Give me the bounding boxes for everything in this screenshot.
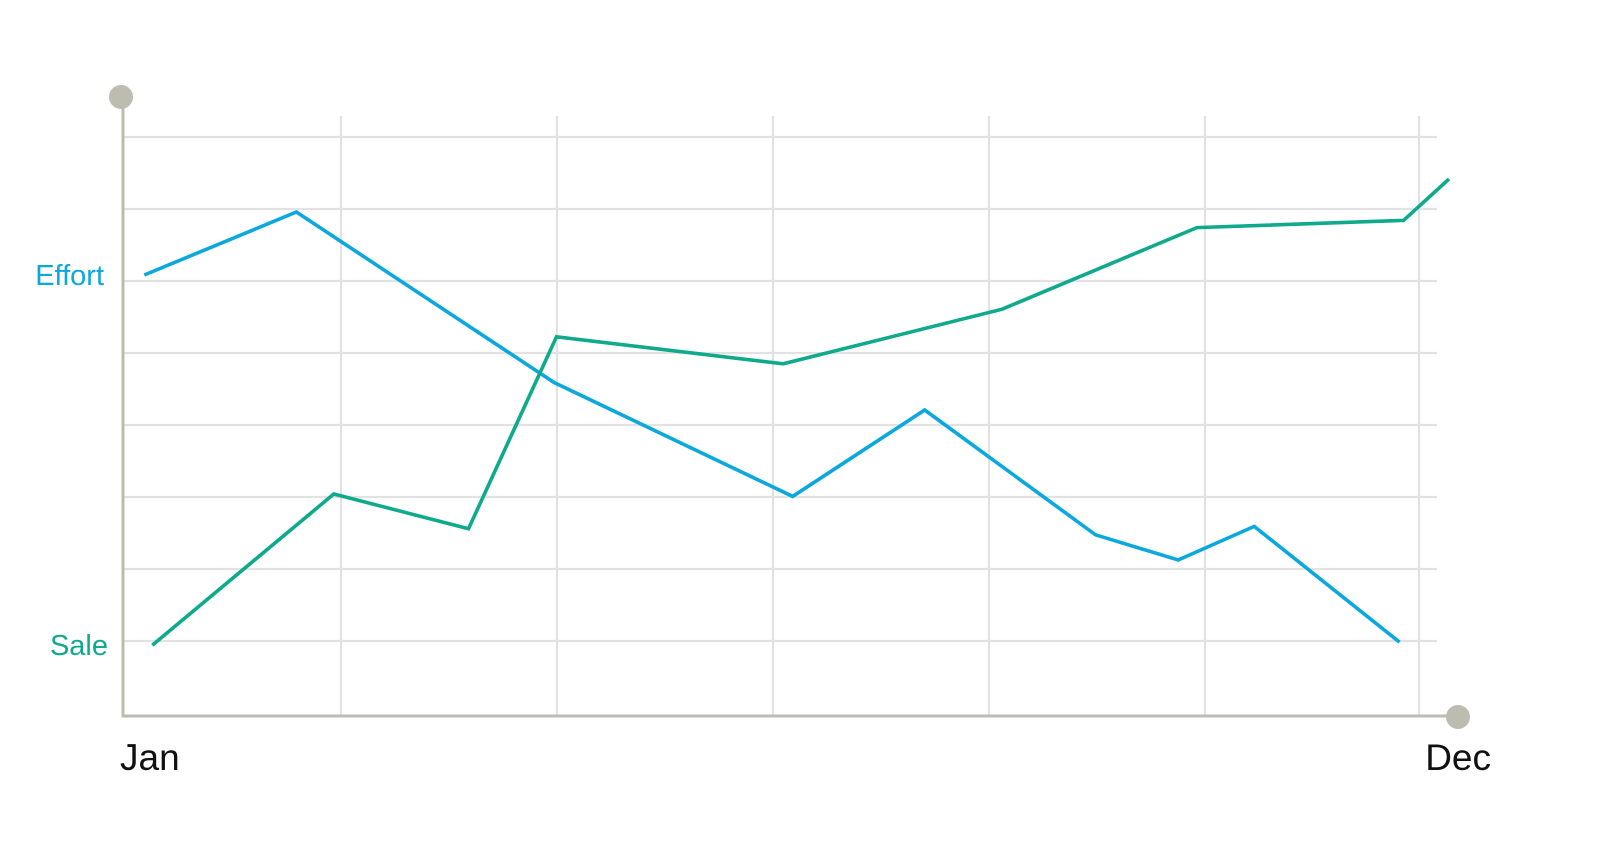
x-axis-end-dot: [1446, 705, 1470, 729]
series-line-effort: [143, 209, 1401, 644]
series-label-sale: Sale: [50, 630, 108, 662]
series-label-effort: Effort: [35, 260, 104, 292]
labels: Jan Dec Effort Sale: [35, 260, 1491, 778]
x-tick-label-jan: Jan: [120, 737, 180, 778]
grid: [123, 116, 1437, 716]
series-line-sale: [151, 177, 1451, 647]
axes: [109, 85, 1470, 729]
series-lines: [143, 177, 1451, 647]
y-axis-end-dot: [109, 85, 133, 109]
x-tick-label-dec: Dec: [1425, 737, 1491, 778]
